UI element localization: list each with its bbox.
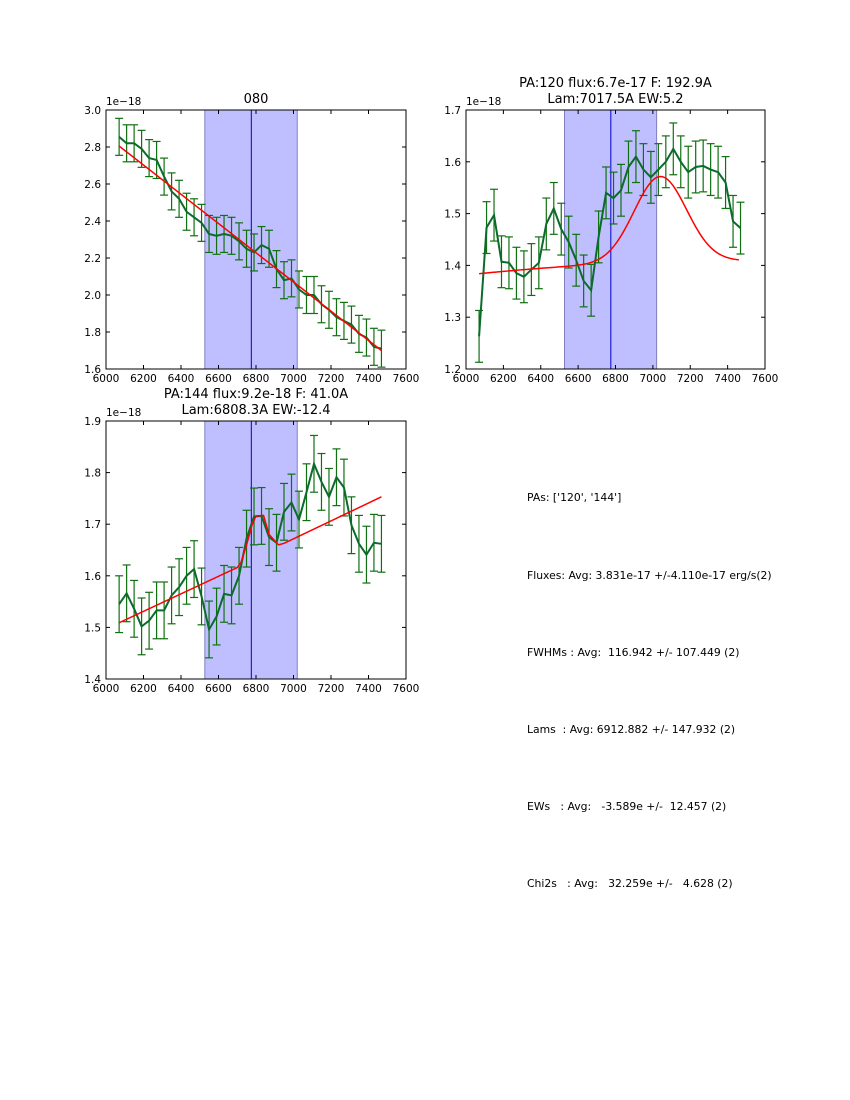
y-tick-label: 1.7 [84, 519, 101, 531]
x-tick-label: 6800 [243, 683, 270, 695]
flux-series-line [478, 146, 742, 337]
y-tick-label: 1.4 [444, 260, 461, 272]
chart-panel-3: 6000 6200 6400 6600 6800 7000 7200 7400 7600 1.4 1… [84, 387, 419, 695]
summary-chi2s: Chi2s : Avg: 32.259e +/- 4.628 (2) [527, 876, 733, 890]
chart-panel-1: 6000 6200 6400 6600 6800 7000 7200 7400 7600 1.6 1… [84, 92, 419, 385]
x-tick-label: 7400 [355, 373, 382, 385]
summary-ews: EWs : Avg: -3.589e +/- 12.457 (2) [527, 799, 727, 813]
chart-title: Lam:6808.3A EW:-12.4 [181, 403, 330, 418]
y-tick-label: 1.2 [444, 364, 461, 376]
fit-curve-line [118, 496, 382, 624]
x-tick-label: 6400 [168, 373, 195, 385]
y-tick-label: 1.6 [84, 364, 101, 376]
x-tick-label: 7600 [393, 683, 420, 695]
summary-fluxes: Fluxes: Avg: 3.831e-17 +/-4.110e-17 erg/… [527, 568, 772, 582]
y-tick-label: 1.5 [84, 622, 101, 634]
x-tick-label: 7200 [677, 373, 704, 385]
flux-series-line [118, 136, 382, 350]
y-tick-label: 1.6 [84, 571, 101, 583]
y-tick-label: 2.4 [84, 216, 101, 228]
chart-panel-2: 6000 6200 6400 6600 6800 7000 7200 7400 7600 1.2 1… [444, 76, 778, 385]
y-tick-label: 1.8 [84, 468, 101, 480]
y-tick-label: 1.3 [444, 312, 461, 324]
y-tick-label: 2.2 [84, 253, 101, 265]
y-tick-label: 1.6 [444, 157, 461, 169]
x-tick-label: 6200 [490, 373, 517, 385]
x-tick-label: 7400 [714, 373, 741, 385]
y-tick-label: 3.0 [84, 105, 101, 117]
x-tick-label: 6400 [168, 683, 195, 695]
fit-curve-line [479, 175, 739, 275]
x-tick-label: 6800 [602, 373, 629, 385]
x-tick-label: 7000 [280, 683, 307, 695]
y-tick-label: 2.6 [84, 179, 101, 191]
y-tick-label: 1.8 [84, 327, 101, 339]
y-tick-label: 1.9 [84, 416, 101, 428]
x-tick-label: 6000 [453, 373, 480, 385]
x-tick-label: 6600 [565, 373, 592, 385]
chart-title: 080 [244, 92, 269, 107]
y-offset-label: 1e−18 [466, 96, 501, 108]
x-tick-label: 7200 [318, 373, 345, 385]
x-tick-label: 7200 [318, 683, 345, 695]
x-tick-label: 6200 [130, 373, 157, 385]
fit-curve-line [118, 145, 382, 352]
x-tick-label: 7000 [280, 373, 307, 385]
y-tick-label: 1.5 [444, 209, 461, 221]
x-tick-label: 6800 [243, 373, 270, 385]
summary-panel: PAs: ['120', '144'] Fluxes: Avg: 3.831e-… [527, 434, 772, 922]
y-offset-label: 1e−18 [106, 407, 141, 419]
summary-pas: PAs: ['120', '144'] [527, 491, 622, 505]
y-tick-label: 2.0 [84, 290, 101, 302]
chart-title: PA:120 flux:6.7e-17 F: 192.9A [519, 76, 712, 91]
x-tick-label: 7600 [752, 373, 779, 385]
y-tick-label: 1.7 [444, 105, 461, 117]
y-tick-label: 1.4 [84, 674, 101, 686]
x-tick-label: 7600 [393, 373, 420, 385]
summary-lams: Lams : Avg: 6912.882 +/- 147.932 (2) [527, 722, 736, 736]
x-tick-label: 6400 [527, 373, 554, 385]
chart-title: Lam:7017.5A EW:5.2 [547, 92, 683, 107]
x-tick-label: 6600 [205, 373, 232, 385]
chart-title: PA:144 flux:9.2e-18 F: 41.0A [164, 387, 348, 402]
y-tick-label: 2.8 [84, 142, 101, 154]
x-tick-label: 6600 [205, 683, 232, 695]
summary-fwhms: FWHMs : Avg: 116.942 +/- 107.449 (2) [527, 645, 740, 659]
x-tick-label: 6200 [130, 683, 157, 695]
x-tick-label: 6000 [93, 683, 120, 695]
x-tick-label: 6000 [93, 373, 120, 385]
flux-series-line [118, 460, 382, 633]
x-tick-label: 7400 [355, 683, 382, 695]
y-offset-label: 1e−18 [106, 96, 141, 108]
x-tick-label: 7000 [640, 373, 667, 385]
